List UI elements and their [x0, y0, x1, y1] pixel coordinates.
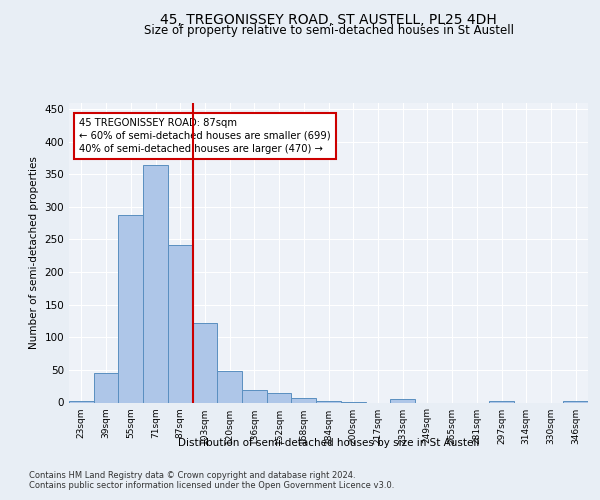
Bar	[193, 323, 217, 402]
Text: 45, TREGONISSEY ROAD, ST AUSTELL, PL25 4DH: 45, TREGONISSEY ROAD, ST AUSTELL, PL25 4…	[160, 12, 497, 26]
Bar	[489, 401, 514, 402]
Text: Contains HM Land Registry data © Crown copyright and database right 2024.: Contains HM Land Registry data © Crown c…	[29, 472, 355, 480]
Bar	[168, 244, 193, 402]
Text: 45 TREGONISSEY ROAD: 87sqm
← 60% of semi-detached houses are smaller (699)
40% o: 45 TREGONISSEY ROAD: 87sqm ← 60% of semi…	[79, 118, 331, 154]
Bar	[242, 390, 267, 402]
Bar	[69, 400, 94, 402]
Bar	[390, 399, 415, 402]
Bar	[292, 398, 316, 402]
Y-axis label: Number of semi-detached properties: Number of semi-detached properties	[29, 156, 39, 349]
Bar	[143, 165, 168, 402]
Bar	[217, 370, 242, 402]
Bar	[94, 373, 118, 402]
Bar	[267, 392, 292, 402]
Text: Contains public sector information licensed under the Open Government Licence v3: Contains public sector information licen…	[29, 482, 394, 490]
Text: Size of property relative to semi-detached houses in St Austell: Size of property relative to semi-detach…	[144, 24, 514, 37]
Bar	[563, 401, 588, 402]
Bar	[316, 400, 341, 402]
Text: Distribution of semi-detached houses by size in St Austell: Distribution of semi-detached houses by …	[178, 438, 479, 448]
Bar	[118, 216, 143, 402]
